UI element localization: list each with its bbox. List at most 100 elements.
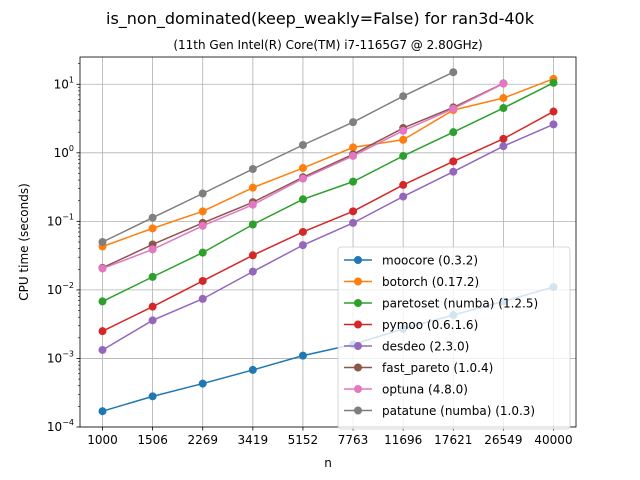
data-point: [148, 213, 157, 222]
data-point: [449, 157, 458, 166]
data-point: [399, 92, 408, 101]
data-point: [349, 151, 358, 160]
data-point: [198, 276, 207, 285]
legend-label: moocore (0.3.2): [382, 254, 478, 268]
legend-swatch-marker: [354, 406, 362, 415]
data-point: [499, 142, 508, 151]
series-line: [102, 71, 454, 243]
legend-swatch-marker: [354, 342, 362, 350]
data-point: [499, 79, 508, 88]
x-tick-label: 7763: [338, 433, 369, 447]
x-tick-label: 1506: [137, 433, 168, 447]
chart-subtitle: (11th Gen Intel(R) Core(TM) i7-1165G7 @ …: [173, 38, 482, 52]
series-line: [102, 82, 554, 303]
data-point: [549, 120, 558, 129]
data-point: [248, 267, 257, 276]
y-tick-label: 10−3: [47, 349, 74, 365]
data-point: [399, 151, 408, 160]
series-paretoset: [98, 78, 558, 306]
y-tick-label: 10−4: [47, 418, 74, 434]
series-group: [98, 68, 558, 416]
x-tick-label: 26549: [484, 433, 522, 447]
data-point: [198, 379, 207, 388]
legend-swatch-marker: [354, 256, 362, 264]
series-desdeo: [98, 120, 558, 354]
data-point: [148, 224, 157, 233]
data-point: [549, 78, 558, 87]
legend-swatch-marker: [354, 385, 362, 393]
data-point: [399, 192, 408, 201]
data-point: [248, 183, 257, 192]
legend-label: botorch (0.17.2): [382, 275, 479, 289]
data-point: [148, 272, 157, 281]
data-point: [98, 297, 107, 306]
legend-swatch-marker: [354, 299, 362, 307]
data-point: [98, 345, 107, 354]
data-point: [148, 316, 157, 325]
data-point: [549, 107, 558, 116]
data-point: [449, 104, 458, 113]
x-axis-label: n: [324, 456, 332, 470]
x-tick-label: 3419: [238, 433, 269, 447]
data-point: [198, 221, 207, 230]
data-point: [298, 141, 307, 150]
data-point: [248, 220, 257, 229]
data-point: [499, 104, 508, 113]
legend-label: optuna (4.8.0): [382, 383, 468, 397]
data-point: [399, 135, 408, 144]
x-tick-label: 17621: [434, 433, 472, 447]
data-point: [148, 245, 157, 254]
data-point: [349, 177, 358, 186]
data-point: [148, 392, 157, 401]
data-point: [298, 174, 307, 183]
data-point: [198, 294, 207, 303]
plot-frame: [79, 56, 577, 428]
data-point: [248, 200, 257, 209]
x-tick-label: 11696: [384, 433, 422, 447]
y-axis-ticks: 10−4 10−3 10−2 10−1 100 101: [47, 63, 80, 434]
series-line: [102, 123, 554, 351]
data-point: [449, 68, 458, 77]
chart-title: is_non_dominated(keep_weakly=False) for …: [106, 9, 535, 29]
legend-swatch-marker: [354, 277, 362, 286]
series-pymoo: [98, 107, 558, 336]
legend-swatch-marker: [354, 363, 362, 372]
x-tick-label: 40000: [534, 433, 572, 447]
data-point: [349, 218, 358, 227]
legend-label: pymoo (0.6.1.6): [382, 318, 478, 332]
data-point: [298, 164, 307, 173]
data-point: [399, 180, 408, 189]
x-tick-label: 2269: [187, 433, 218, 447]
data-point: [349, 207, 358, 216]
data-point: [198, 248, 207, 257]
series-line: [102, 110, 554, 332]
series-optuna: [98, 79, 508, 273]
legend-label: paretoset (numba) (1.2.5): [382, 297, 538, 311]
data-point: [449, 128, 458, 137]
y-tick-label: 100: [54, 144, 74, 160]
data-point: [98, 264, 107, 273]
series-line: [102, 78, 554, 248]
data-point: [499, 134, 508, 143]
data-point: [98, 238, 107, 246]
y-tick-label: 10−2: [47, 281, 74, 297]
data-point: [298, 241, 307, 250]
legend-box: [337, 246, 571, 430]
data-point: [298, 195, 307, 204]
data-point: [298, 227, 307, 236]
x-tick-label: 1000: [87, 433, 118, 447]
data-point: [198, 189, 207, 198]
legend-label: desdeo (2.3.0): [382, 340, 469, 354]
y-tick-label: 10−1: [47, 212, 74, 228]
x-tick-label: 5152: [288, 433, 319, 447]
data-point: [148, 302, 157, 311]
legend: moocore (0.3.2) botorch (0.17.2) paretoset…: [337, 246, 571, 430]
data-point: [298, 351, 307, 360]
x-axis-ticks: 1000 1506 2269 3419 5152 7763 11696 17621 26549 4…: [87, 427, 573, 447]
data-point: [198, 207, 207, 216]
data-point: [248, 251, 257, 260]
data-point: [449, 167, 458, 176]
y-axis-label: CPU time (seconds): [17, 183, 31, 301]
data-point: [349, 143, 358, 152]
